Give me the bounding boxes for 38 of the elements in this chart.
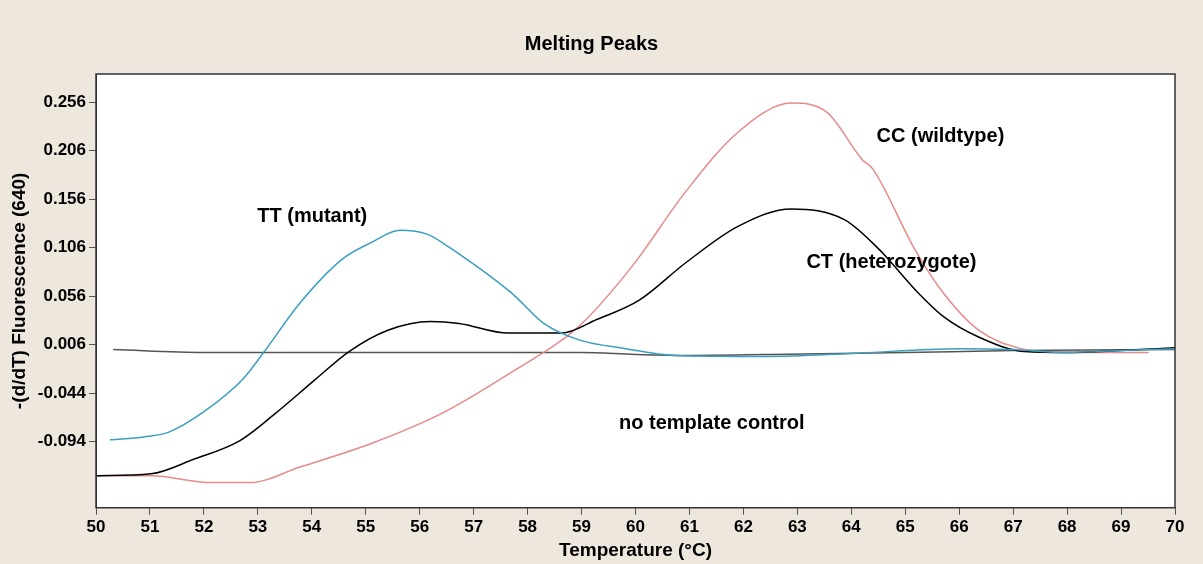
line-series (109, 229, 1175, 441)
x-tick-label: 70 (1165, 516, 1185, 536)
x-tick-label: 58 (518, 516, 538, 536)
chart-title: Melting Peaks (524, 31, 659, 54)
y-tick-label: 0.056 (43, 285, 86, 305)
y-tick-label: 0.256 (43, 91, 86, 111)
line-series (96, 208, 1175, 477)
line-series (96, 102, 1149, 484)
x-tick-label: 51 (140, 516, 160, 536)
x-tick-label: 68 (1057, 516, 1077, 536)
x-tick-label: 67 (1003, 516, 1023, 536)
x-tick-label: 56 (410, 516, 430, 536)
series-label: CC (wildtype) (876, 123, 1005, 146)
series-label: TT (mutant) (257, 203, 368, 226)
x-tick-label: 52 (194, 516, 214, 536)
x-tick-label: 61 (679, 516, 699, 536)
y-tick-label: 0.156 (43, 188, 86, 208)
y-tick-label: 0.006 (43, 334, 86, 354)
y-tick-label: 0.206 (43, 140, 86, 160)
text: no template control (619, 411, 805, 434)
x-tick-label: 54 (302, 516, 322, 536)
x-tick-label: 62 (733, 516, 753, 536)
x-tick-label: 57 (464, 516, 484, 536)
x-tick-label: 55 (356, 516, 376, 536)
y-axis-title: -(d/dT) Fluorescence (640) (7, 172, 29, 410)
x-tick-label: 53 (248, 516, 268, 536)
x-tick-label: 59 (572, 516, 592, 536)
x-tick-label: 66 (949, 516, 969, 536)
x-tick-label: 50 (86, 516, 106, 536)
x-tick-label: 60 (626, 516, 645, 536)
y-tick-label: -0.094 (37, 431, 87, 451)
x-tick-label: 63 (787, 516, 807, 536)
x-axis-title: Temperature (°C) (559, 538, 712, 560)
x-tick-label: 69 (1111, 516, 1131, 536)
x-tick-label: 64 (841, 516, 862, 536)
y-tick-label: 0.106 (43, 237, 86, 257)
x-tick-label: 65 (895, 516, 915, 536)
y-tick-label: -0.044 (37, 382, 87, 402)
